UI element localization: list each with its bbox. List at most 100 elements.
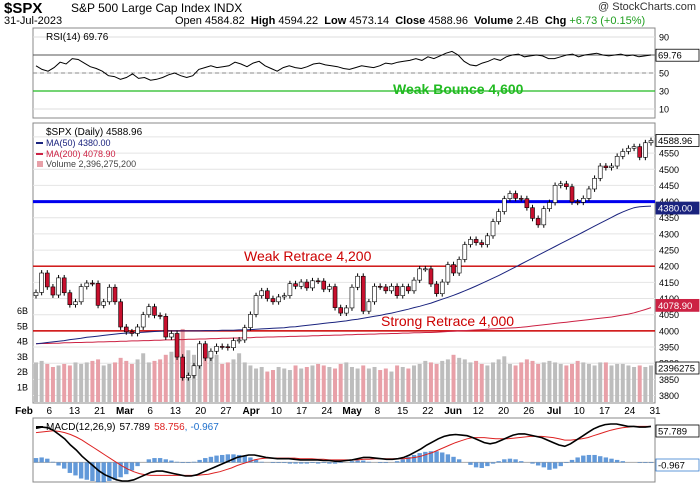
macd-hist-bar	[648, 462, 654, 464]
macd-panel: MACD(12,26,9) 57.789 58.756, -0.967	[32, 417, 656, 483]
macd-hist-bar	[56, 462, 61, 466]
macd-histogram	[33, 451, 655, 483]
candle-body	[485, 235, 490, 245]
ma200-value-tag: 4078.90	[658, 301, 692, 312]
open-label: Open	[175, 15, 202, 27]
macd-hist-bar	[547, 462, 552, 470]
candle-body	[259, 290, 264, 296]
macd-hist-bar	[203, 458, 208, 463]
candle-body	[502, 198, 507, 212]
price-tick-label: 4450	[659, 181, 679, 191]
candle-body	[118, 301, 123, 328]
macd-hist-bar	[259, 461, 264, 463]
volume-bar	[395, 365, 400, 402]
volume-bar	[553, 362, 558, 402]
candle-body	[366, 301, 372, 312]
macd-hist-value-tag: -0.967	[658, 461, 685, 472]
macd-hist-bar	[67, 462, 73, 473]
price-tick-label: 4050	[659, 310, 679, 320]
candle-body	[518, 198, 524, 200]
macd-value-tag: 57.789	[658, 427, 687, 438]
volume-tick-label: 3B	[17, 352, 28, 362]
volume-bar	[592, 365, 597, 402]
ma200-value-tag-box	[655, 298, 700, 312]
volume-bar	[220, 363, 225, 402]
volume-bar	[570, 363, 575, 402]
macd-hist-bar	[366, 461, 372, 463]
candle-body	[157, 315, 163, 317]
volume-bar	[519, 362, 524, 402]
macd-hist-bar	[287, 462, 293, 464]
macd-hist-bar	[321, 462, 326, 464]
macd-hist-bar	[152, 458, 157, 463]
volume-bar	[270, 370, 275, 402]
candle-body	[163, 316, 169, 338]
exchange-label: INDX	[213, 1, 243, 15]
volume-tick-label: 2B	[17, 367, 28, 377]
volume-bar	[129, 363, 134, 402]
volume-bar	[79, 363, 84, 402]
macd-hist-bar	[214, 455, 219, 463]
candle-body	[377, 285, 383, 288]
macd-hist-bar	[541, 462, 546, 468]
volume-bar	[564, 365, 569, 402]
volume-tick-label: 4B	[17, 337, 28, 347]
rsi-value-tag: 69.76	[658, 51, 682, 62]
macd-hist-bar	[219, 454, 225, 463]
candle-body	[547, 202, 552, 209]
candle-body	[73, 301, 78, 306]
macd-hist-bar	[361, 460, 366, 463]
candle-body	[242, 327, 248, 341]
candle-body	[191, 365, 197, 376]
macd-hist-bar	[282, 462, 287, 464]
volume-bar	[530, 360, 535, 402]
volume-bar	[541, 362, 546, 402]
macd-hist-bar	[84, 462, 89, 480]
macd-hist-bar	[496, 461, 501, 463]
date-tick-label: 10	[271, 406, 283, 417]
macd-signal-line	[35, 425, 651, 476]
volume-bar	[389, 371, 394, 402]
candle-body	[535, 218, 541, 226]
macd-hist-bar	[456, 459, 462, 463]
macd-hist-legend-value: -0.967	[190, 422, 219, 433]
date-tick-label: 22	[422, 406, 434, 417]
macd-hist-bar	[304, 462, 310, 464]
candle-body	[253, 295, 259, 315]
volume-bar	[643, 366, 648, 402]
volume-bar	[649, 365, 653, 402]
candle-body	[524, 198, 530, 209]
macd-hist-bar	[507, 458, 513, 463]
horizontal-levels: Weak Retrace 4,200 Strong Retrace 4,000	[33, 200, 655, 332]
macd-hist-bar	[411, 454, 417, 463]
candle-body	[479, 242, 485, 245]
macd-hist-bar	[377, 462, 383, 464]
macd-hist-bar	[558, 462, 563, 467]
volume-bar	[107, 363, 112, 402]
volume-bar	[276, 366, 281, 402]
macd-hist-bar	[592, 454, 597, 463]
volume-bar	[163, 354, 168, 402]
ma200-line	[35, 307, 652, 345]
date-tick-label: 27	[220, 406, 232, 417]
volume-bar	[310, 365, 315, 402]
volume-bar	[90, 360, 95, 402]
macd-hist-bar	[423, 451, 428, 463]
macd-hist-bar	[146, 459, 152, 463]
volume-tick-label: 1B	[17, 382, 28, 392]
macd-hist-bar	[129, 462, 135, 471]
volume-bar	[349, 366, 354, 402]
candle-body	[169, 333, 174, 338]
candle-body	[236, 339, 242, 342]
macd-hist-bar	[643, 462, 648, 464]
candle-body	[451, 264, 456, 274]
macd-hist-bar	[614, 459, 620, 463]
candle-body	[287, 283, 293, 296]
volume-bar	[231, 359, 236, 402]
macd-hist-value-tag-box	[655, 458, 700, 472]
open-value: 4584.82	[204, 15, 245, 27]
volume-label: Volume	[474, 15, 514, 27]
volume-bar	[299, 368, 304, 402]
date-tick-label: 10	[574, 406, 586, 417]
